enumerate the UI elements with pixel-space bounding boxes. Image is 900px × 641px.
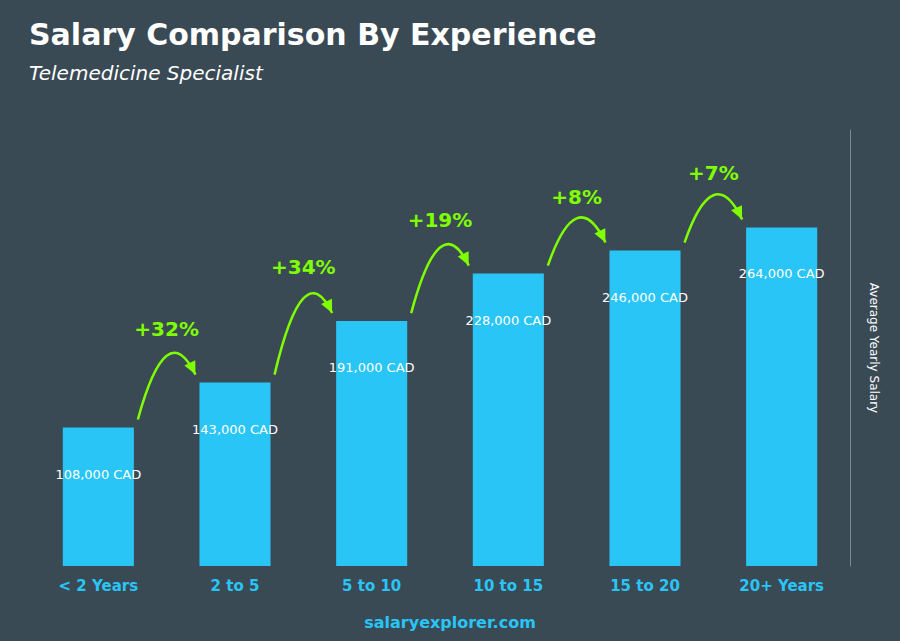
svg-text:264,000 CAD: 264,000 CAD	[739, 266, 825, 281]
svg-text:+34%: +34%	[271, 255, 336, 279]
svg-text:228,000 CAD: 228,000 CAD	[465, 313, 551, 328]
svg-text:+19%: +19%	[408, 208, 473, 232]
svg-text:108,000 CAD: 108,000 CAD	[55, 467, 141, 482]
svg-text:salaryexplorer.com: salaryexplorer.com	[364, 613, 536, 632]
svg-text:10 to 15: 10 to 15	[473, 577, 543, 595]
svg-text:5 to 10: 5 to 10	[342, 577, 401, 595]
svg-text:< 2 Years: < 2 Years	[59, 577, 139, 595]
svg-text:+7%: +7%	[688, 161, 739, 185]
svg-text:20+ Years: 20+ Years	[739, 577, 824, 595]
svg-text:Salary Comparison By Experienc: Salary Comparison By Experience	[29, 17, 597, 52]
svg-text:191,000 CAD: 191,000 CAD	[329, 360, 415, 375]
svg-text:246,000 CAD: 246,000 CAD	[602, 290, 688, 305]
svg-text:143,000 CAD: 143,000 CAD	[192, 422, 278, 437]
svg-text:Telemedicine Specialist: Telemedicine Specialist	[29, 61, 264, 85]
svg-text:2 to 5: 2 to 5	[211, 577, 260, 595]
svg-text:+8%: +8%	[551, 185, 602, 209]
svg-text:Average Yearly Salary: Average Yearly Salary	[867, 283, 881, 413]
svg-text:15 to 20: 15 to 20	[610, 577, 680, 595]
svg-text:+32%: +32%	[134, 317, 199, 341]
